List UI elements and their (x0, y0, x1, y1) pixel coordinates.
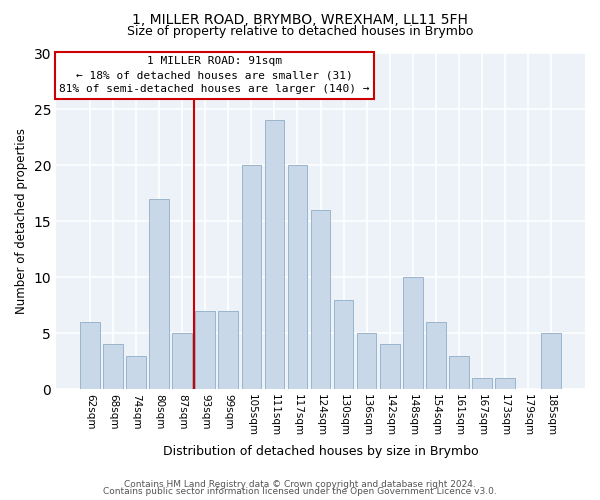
Bar (495, 378, 515, 389)
X-axis label: Distribution of detached houses by size in Brymbo: Distribution of detached houses by size … (163, 444, 478, 458)
Bar (172, 333, 192, 389)
Bar (472, 378, 492, 389)
Bar (334, 300, 353, 389)
Bar (218, 310, 238, 389)
Bar (196, 310, 215, 389)
Bar (541, 333, 561, 389)
Bar (103, 344, 123, 389)
Y-axis label: Number of detached properties: Number of detached properties (15, 128, 28, 314)
Bar (426, 322, 446, 389)
Bar (403, 277, 422, 389)
Text: 1 MILLER ROAD: 91sqm
← 18% of detached houses are smaller (31)
81% of semi-detac: 1 MILLER ROAD: 91sqm ← 18% of detached h… (59, 56, 370, 94)
Text: 1, MILLER ROAD, BRYMBO, WREXHAM, LL11 5FH: 1, MILLER ROAD, BRYMBO, WREXHAM, LL11 5F… (132, 12, 468, 26)
Bar (287, 165, 307, 389)
Bar (126, 356, 146, 389)
Text: Size of property relative to detached houses in Brymbo: Size of property relative to detached ho… (127, 25, 473, 38)
Bar (449, 356, 469, 389)
Bar (265, 120, 284, 389)
Text: Contains public sector information licensed under the Open Government Licence v3: Contains public sector information licen… (103, 487, 497, 496)
Bar (80, 322, 100, 389)
Bar (311, 210, 331, 389)
Text: Contains HM Land Registry data © Crown copyright and database right 2024.: Contains HM Land Registry data © Crown c… (124, 480, 476, 489)
Bar (242, 165, 261, 389)
Bar (357, 333, 376, 389)
Bar (380, 344, 400, 389)
Bar (149, 198, 169, 389)
